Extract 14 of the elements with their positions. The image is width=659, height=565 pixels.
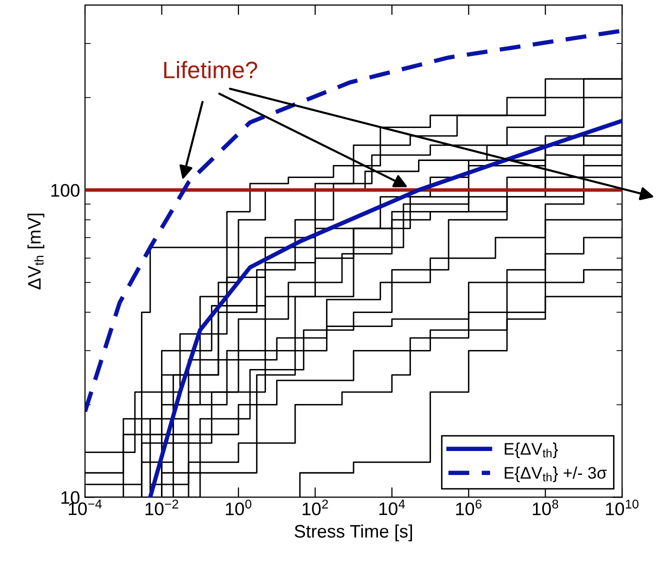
x-tick-label: 10$^{0}$ xyxy=(226,500,252,516)
x-tick-label: 10$^{−2}$ xyxy=(146,500,178,516)
annotation: Lifetime? xyxy=(164,61,258,78)
x-tick-label: 10$^{8}$ xyxy=(532,500,558,516)
legend-label: E{ΔV$_{th}$} +/- 3σ xyxy=(504,466,607,482)
x-tick-label: 10$^{4}$ xyxy=(379,500,405,516)
y-tick-label: 10 xyxy=(61,491,80,504)
x-tick-label: 10$^{2}$ xyxy=(302,500,328,516)
y-tick-label: 100 xyxy=(51,184,80,197)
y-axis-title: ΔV$_{th}$ [mV] xyxy=(28,214,44,290)
legend-label: E{ΔV$_{th}$} xyxy=(504,442,558,458)
x-tick-label: 10$^{6}$ xyxy=(456,500,482,516)
x-tick-label: 10$^{10}$ xyxy=(606,500,638,516)
x-axis-title: Stress Time [s] xyxy=(294,524,412,542)
